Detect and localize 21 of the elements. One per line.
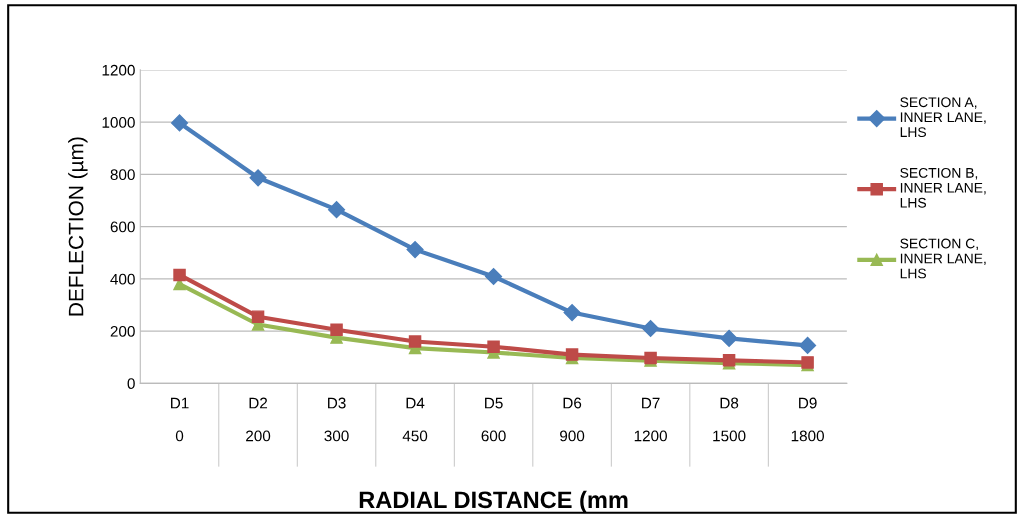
category-label: D7 1200 xyxy=(634,397,667,442)
category-label: D2 200 xyxy=(246,397,271,442)
y-tick-label: 800 xyxy=(110,169,135,181)
y-tick-label: 0 xyxy=(127,378,135,390)
category-label: D9 1800 xyxy=(791,397,824,442)
y-tick-label: 1000 xyxy=(102,117,135,128)
y-tick-label: 1200 xyxy=(102,64,135,76)
legend-label: SECTION C, INNER LANE, LHS xyxy=(900,238,986,279)
y-tick-label: 400 xyxy=(110,273,135,285)
category-label: D1 0 xyxy=(171,397,189,442)
y-tick-label: 200 xyxy=(110,325,135,337)
category-label: D3 300 xyxy=(324,397,349,442)
category-label: D5 600 xyxy=(481,397,506,442)
y-tick-label: 600 xyxy=(110,221,135,233)
category-label: D4 450 xyxy=(402,397,428,442)
legend-label: SECTION A, INNER LANE, LHS xyxy=(900,97,986,138)
x-axis-title: RADIAL DISTANCE (mm xyxy=(359,490,628,513)
category-label: D8 1500 xyxy=(713,397,746,442)
category-label: D6 900 xyxy=(560,397,585,442)
legend-label: SECTION B, INNER LANE, LHS xyxy=(900,167,986,208)
y-axis-title: DEFLECTION (µm) xyxy=(68,137,88,316)
